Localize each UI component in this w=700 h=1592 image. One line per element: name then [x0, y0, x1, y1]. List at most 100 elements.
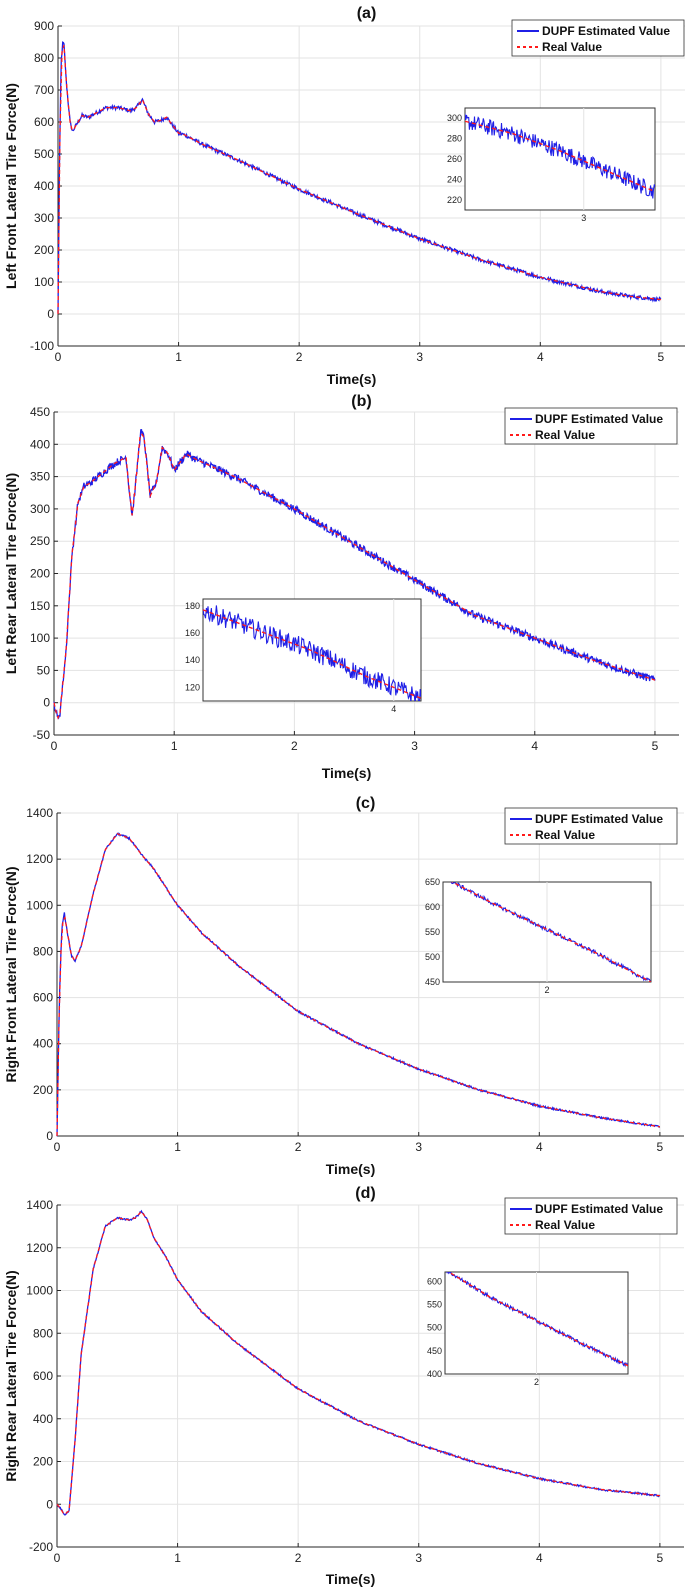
x-tick-label: 3: [415, 1551, 422, 1565]
y-tick-label: 350: [30, 470, 50, 484]
y-tick-label: 1400: [26, 806, 53, 820]
legend-label-real: Real Value: [535, 1218, 595, 1232]
inset-x-tick-label: 2: [544, 985, 549, 995]
y-tick-label: -50: [33, 728, 51, 742]
x-axis-label: Time(s): [326, 1161, 376, 1177]
y-tick-label: 0: [46, 1129, 53, 1143]
legend: DUPF Estimated Value Real Value: [504, 807, 678, 845]
legend-box: [504, 1197, 678, 1235]
y-tick-label: 200: [33, 1083, 53, 1097]
x-tick-label: 1: [171, 739, 178, 753]
x-tick-label: 3: [415, 1140, 422, 1154]
series-line-estimated: [56, 832, 661, 1137]
y-axis-label: Left Rear Lateral Tire Force(N): [3, 473, 19, 674]
series-line-real: [53, 433, 656, 720]
x-tick-label: 0: [51, 739, 58, 753]
legend-label-real: Real Value: [535, 828, 595, 842]
y-tick-label: 0: [47, 307, 54, 321]
panel-title: (b): [351, 393, 371, 410]
x-tick-label: 2: [295, 1551, 302, 1565]
chart-panel-c: 0 1 2 3 4 50200400600800100012001400(c)Time(s…: [3, 795, 684, 1177]
y-tick-label: 400: [30, 437, 50, 451]
y-tick-label: 800: [33, 1326, 53, 1340]
x-tick-label: 2: [296, 350, 303, 364]
inset-y-tick-label: 240: [447, 174, 462, 184]
panel-title: (d): [355, 1185, 375, 1202]
y-tick-label: 600: [33, 991, 53, 1005]
x-tick-label: 5: [652, 739, 659, 753]
legend: DUPF Estimated Value Real Value: [504, 1197, 678, 1235]
legend-box: [504, 407, 678, 445]
panel-title: (a): [357, 5, 377, 22]
inset-x-tick-label: 4: [391, 704, 396, 714]
series-line-real: [56, 833, 660, 1137]
x-tick-label: 4: [531, 739, 538, 753]
x-tick-label: 0: [55, 350, 62, 364]
x-tick-label: 3: [416, 350, 423, 364]
inset-series-estimated: [465, 113, 655, 199]
series-line-real: [56, 1210, 660, 1516]
series-line-estimated: [56, 1209, 661, 1516]
x-tick-label: 4: [536, 1551, 543, 1565]
chart-panel-a: 0 1 2 3 4 5-1000100200300400500600700800900(a…: [3, 5, 685, 387]
inset-y-tick-label: 160: [185, 628, 200, 638]
legend-box: [504, 807, 678, 845]
y-tick-label: 400: [34, 179, 54, 193]
inset-zoom: 3 220 240 260 280 300: [447, 107, 656, 223]
series-line-estimated: [57, 41, 662, 314]
inset-y-tick-label: 400: [427, 1369, 442, 1379]
y-tick-label: 200: [30, 567, 50, 581]
x-tick-label: 5: [658, 350, 665, 364]
inset-y-tick-label: 550: [427, 1299, 442, 1309]
x-tick-label: 4: [537, 350, 544, 364]
inset-y-tick-label: 500: [425, 952, 440, 962]
x-axis-label: Time(s): [327, 371, 377, 387]
inset-zoom: 2 400 450 500 550 600: [427, 1271, 629, 1387]
inset-series-real: [447, 1272, 628, 1367]
inset-y-tick-label: 600: [425, 902, 440, 912]
x-tick-label: 1: [174, 1551, 181, 1565]
x-tick-label: 2: [291, 739, 298, 753]
legend-label-real: Real Value: [535, 428, 595, 442]
y-axis-label: Right Front Lateral Tire Force(N): [3, 867, 19, 1083]
inset-y-tick-label: 140: [185, 655, 200, 665]
y-tick-label: 450: [30, 405, 50, 419]
x-tick-label: 2: [295, 1140, 302, 1154]
y-tick-label: 250: [30, 534, 50, 548]
legend-box: [511, 19, 685, 57]
inset-y-tick-label: 600: [427, 1276, 442, 1286]
chart-panel-d: 0 1 2 3 4 5-2000200400600800100012001400(d)Ti…: [3, 1185, 684, 1587]
y-tick-label: 0: [43, 696, 50, 710]
chart-panel-b: 0 1 2 3 4 5-50050100150200250300350400450(b)T…: [3, 393, 679, 781]
inset-series-real: [465, 120, 655, 193]
y-axis-label: Right Rear Lateral Tire Force(N): [3, 1270, 19, 1481]
y-tick-label: 200: [34, 243, 54, 257]
y-tick-label: 1000: [26, 1284, 53, 1298]
y-tick-label: 150: [30, 599, 50, 613]
x-tick-label: 1: [174, 1140, 181, 1154]
series-line-real: [57, 45, 661, 315]
y-tick-label: 800: [34, 51, 54, 65]
legend: DUPF Estimated Value Real Value: [504, 407, 678, 445]
legend-label-estimated: DUPF Estimated Value: [542, 24, 670, 38]
y-tick-label: 300: [30, 502, 50, 516]
inset-y-tick-label: 220: [447, 195, 462, 205]
inset-y-tick-label: 550: [425, 927, 440, 937]
y-tick-label: 800: [33, 944, 53, 958]
legend-label-estimated: DUPF Estimated Value: [535, 412, 663, 426]
y-tick-label: 300: [34, 211, 54, 225]
y-tick-label: 200: [33, 1455, 53, 1469]
y-tick-label: 100: [34, 275, 54, 289]
inset-y-tick-label: 450: [427, 1346, 442, 1356]
inset-series-real: [203, 609, 421, 699]
y-tick-label: 1000: [26, 898, 53, 912]
y-tick-label: -200: [29, 1540, 53, 1554]
legend-label-estimated: DUPF Estimated Value: [535, 812, 663, 826]
x-axis-label: Time(s): [322, 765, 372, 781]
y-tick-label: 700: [34, 83, 54, 97]
legend-label-estimated: DUPF Estimated Value: [535, 1202, 663, 1216]
x-axis-label: Time(s): [326, 1571, 376, 1587]
y-tick-label: -100: [30, 339, 54, 353]
x-tick-label: 1: [175, 350, 182, 364]
